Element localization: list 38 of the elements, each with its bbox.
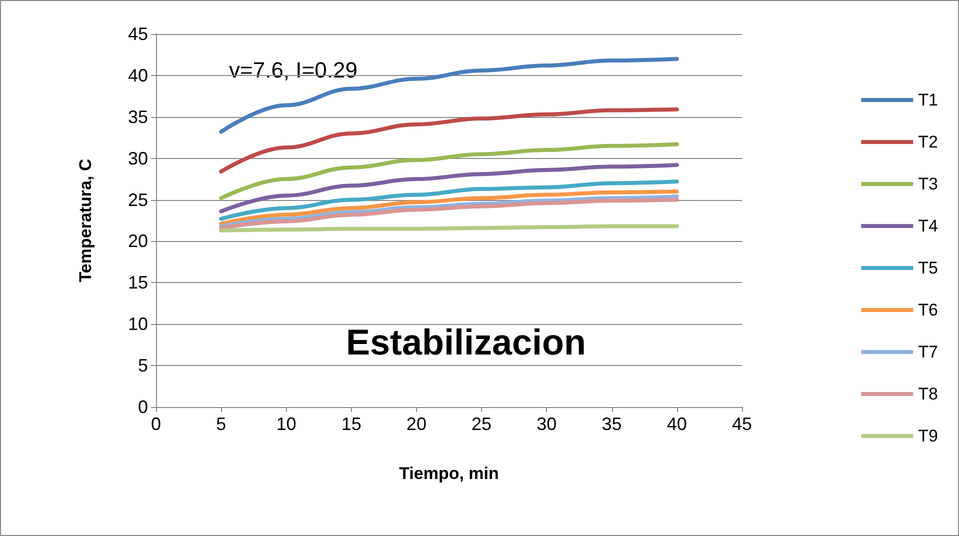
y-tick-label: 0: [138, 397, 148, 417]
y-tick-label: 5: [138, 356, 148, 376]
legend-label: T9: [918, 426, 938, 446]
y-tick-label: 40: [128, 65, 148, 86]
y-tick-label: 35: [128, 106, 148, 127]
y-tick-label: 20: [128, 231, 148, 252]
y-tick-label: 45: [128, 24, 148, 44]
line-series: [219, 180, 679, 221]
legend-label: T1: [918, 90, 938, 110]
legend-label: T4: [918, 216, 938, 236]
y-tick-label: 15: [128, 272, 148, 293]
x-tick-label: 40: [666, 414, 687, 434]
line-series: [219, 162, 679, 214]
x-tick-label: 10: [276, 414, 296, 434]
x-tick-label: 30: [536, 414, 557, 434]
legend-label: T7: [918, 342, 938, 362]
y-tick-label: 25: [128, 190, 148, 210]
legend-label: T2: [918, 132, 938, 152]
line-series: [219, 142, 679, 200]
y-tick-label: 10: [128, 314, 148, 334]
line-series: [219, 189, 679, 226]
legend-label: T3: [918, 174, 938, 194]
y-axis-title: Temperatura, C: [76, 158, 95, 282]
legend-label: T5: [918, 258, 938, 278]
text: Estabilizacion: [346, 322, 586, 362]
x-tick-label: 35: [602, 414, 622, 434]
line-series: [219, 56, 679, 134]
y-tick-label: 30: [128, 148, 148, 168]
x-tick-label: 20: [406, 414, 426, 434]
legend-label: T6: [918, 300, 938, 320]
line-series: [219, 107, 679, 174]
x-tick-label: 45: [732, 414, 752, 434]
x-tick-label: 15: [341, 414, 362, 434]
x-tick-label: 25: [472, 414, 492, 434]
x-tick-label: 5: [216, 414, 226, 434]
x-tick-label: 0: [150, 414, 162, 434]
legend-label: T8: [918, 384, 938, 404]
x-axis-title: Tiempo, min: [399, 464, 499, 483]
